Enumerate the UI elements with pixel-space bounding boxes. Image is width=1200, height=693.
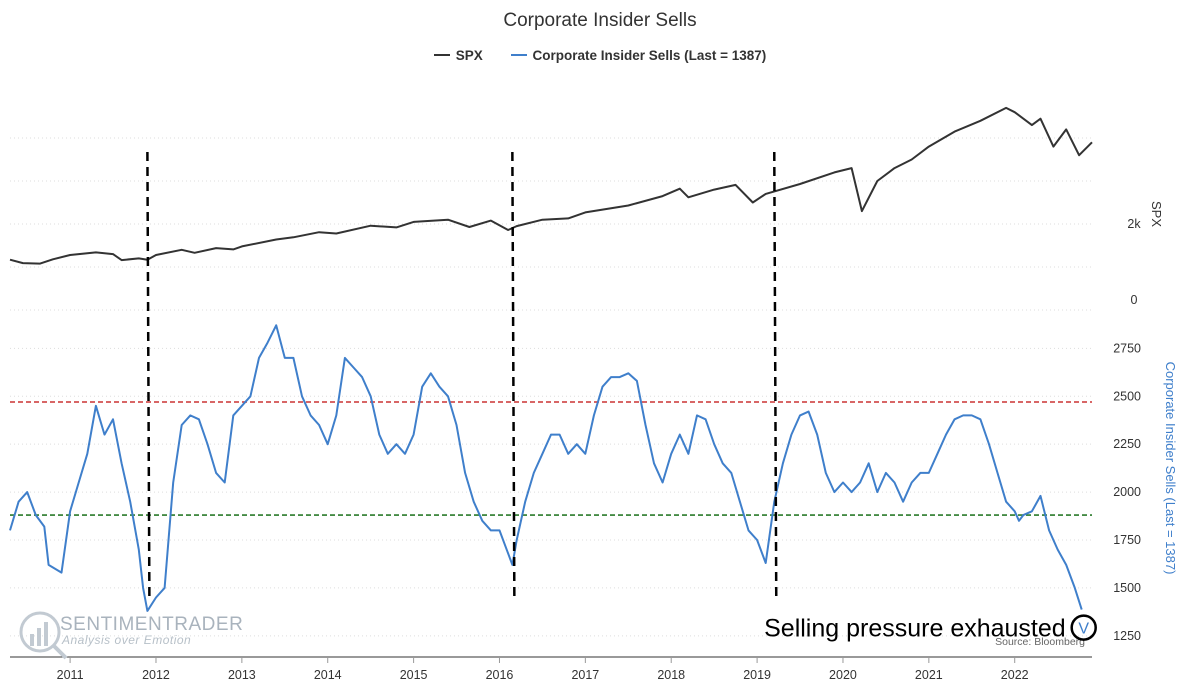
spx-series-line[interactable] bbox=[9, 106, 1093, 265]
x-tick-label: 2016 bbox=[486, 668, 514, 682]
logo-bar-2 bbox=[37, 628, 41, 646]
vertical-markers bbox=[146, 151, 778, 601]
vertical-marker-line bbox=[146, 151, 151, 601]
watermark-logo: SENTIMENTRADER Analysis over Emotion bbox=[19, 611, 243, 660]
x-tick-label: 2022 bbox=[1001, 668, 1029, 682]
logo-handle bbox=[52, 644, 68, 660]
chart-title: Corporate Insider Sells bbox=[503, 10, 697, 31]
reference-lines bbox=[10, 401, 1092, 516]
vertical-marker-line bbox=[773, 151, 778, 601]
x-tick-label: 2015 bbox=[400, 668, 428, 682]
legend-swatch-spx bbox=[433, 54, 450, 56]
vertical-marker-line bbox=[511, 151, 516, 601]
x-tick-label: 2012 bbox=[142, 668, 170, 682]
legend-item-spx[interactable]: SPX bbox=[433, 47, 483, 63]
logo-bar-3 bbox=[44, 622, 48, 646]
x-tick-label: 2019 bbox=[743, 668, 771, 682]
insider-tick-label: 2000 bbox=[1113, 485, 1141, 499]
legend-label-insider-sells: Corporate Insider Sells (Last = 1387) bbox=[532, 47, 767, 63]
x-tick-label: 2014 bbox=[314, 668, 342, 682]
annotation-circle bbox=[1070, 614, 1097, 641]
chart-legend: SPX Corporate Insider Sells (Last = 1387… bbox=[0, 44, 1200, 63]
x-tick-label: 2021 bbox=[915, 668, 943, 682]
spx-tick-label: 2k bbox=[1127, 217, 1141, 231]
series-layer bbox=[9, 106, 1093, 612]
x-tick-label: 2018 bbox=[657, 668, 685, 682]
source-note: Source: Bloomberg bbox=[995, 636, 1085, 648]
watermark-tagline: Analysis over Emotion bbox=[61, 633, 191, 647]
annotation: Selling pressure exhausted V bbox=[764, 614, 1097, 643]
insider-axis-title: Corporate Insider Sells (Last = 1387) bbox=[1163, 362, 1178, 575]
insider-tick-label: 2750 bbox=[1113, 341, 1141, 355]
legend-swatch-insider-sells bbox=[510, 54, 527, 56]
annotation-marker: V bbox=[1078, 621, 1089, 638]
insider-tick-label: 2250 bbox=[1113, 437, 1141, 451]
insider-tick-label: 1500 bbox=[1113, 581, 1141, 595]
x-tick-label: 2020 bbox=[829, 668, 857, 682]
grid-layer bbox=[10, 137, 1092, 637]
x-tick-label: 2011 bbox=[57, 668, 84, 682]
x-tick-label: 2013 bbox=[228, 668, 256, 682]
insider-tick-label: 1250 bbox=[1113, 629, 1141, 643]
spx-tick-label: 0 bbox=[1131, 293, 1138, 307]
logo-bar-1 bbox=[30, 634, 34, 646]
legend-label-spx: SPX bbox=[455, 47, 483, 63]
x-tick-label: 2017 bbox=[571, 668, 599, 682]
legend-item-insider-sells[interactable]: Corporate Insider Sells (Last = 1387) bbox=[510, 47, 767, 63]
insider-tick-label: 1750 bbox=[1113, 533, 1141, 547]
spx-axis-title: SPX bbox=[1149, 201, 1164, 227]
annotation-text: Selling pressure exhausted bbox=[764, 615, 1066, 643]
insider-tick-label: 2500 bbox=[1113, 389, 1141, 403]
axis-layer: 0 2k 1250 1500 1750 2000 2250 2500 2750 2011 2012 2… bbox=[10, 217, 1141, 682]
logo-magnifier-icon bbox=[19, 611, 61, 653]
watermark-name: SENTIMENTRADER bbox=[60, 614, 243, 635]
insider-sells-series-line[interactable] bbox=[9, 324, 1083, 612]
